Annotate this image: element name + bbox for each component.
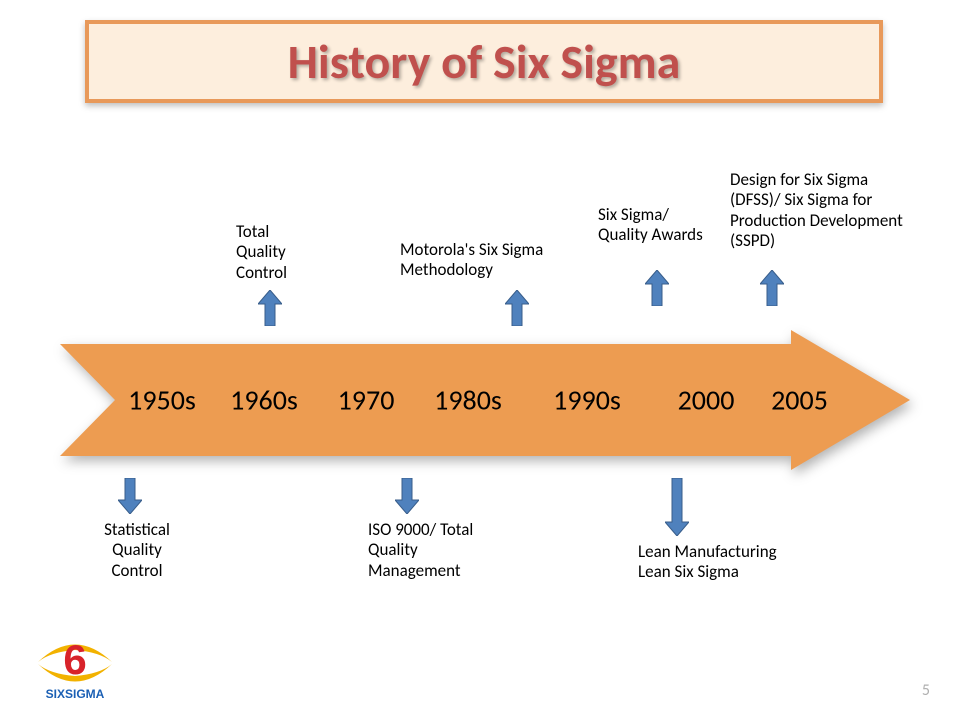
svg-text:6: 6 xyxy=(63,636,86,683)
motorola-label: Motorola's Six SigmaMethodology xyxy=(400,240,600,281)
arrow-svg xyxy=(60,330,910,470)
lean-label: Lean ManufacturingLean Six Sigma xyxy=(638,542,858,583)
title-box: History of Six Sigma xyxy=(85,20,883,103)
six-sigma-awards-arrow-icon xyxy=(645,270,669,306)
page-number: 5 xyxy=(922,681,930,700)
sixsigma-logo: 6 SIXSIGMA xyxy=(30,622,120,702)
iso-tqm-label: ISO 9000/ TotalQualityManagement xyxy=(368,520,538,581)
stat-qc-label: StatisticalQualityControl xyxy=(82,520,192,581)
iso-tqm-arrow-icon xyxy=(395,478,419,514)
svg-text:SIXSIGMA: SIXSIGMA xyxy=(46,687,105,701)
logo-svg: 6 SIXSIGMA xyxy=(30,622,120,702)
six-sigma-awards-label: Six Sigma/Quality Awards xyxy=(598,205,748,246)
dfss-label: Design for Six Sigma(DFSS)/ Six Sigma fo… xyxy=(730,170,950,252)
total-qc-arrow-icon xyxy=(258,290,282,326)
dfss-arrow-icon xyxy=(760,270,784,306)
lean-arrow-icon xyxy=(665,478,689,536)
total-qc-label: TotalQualityControl xyxy=(236,222,326,283)
stat-qc-arrow-icon xyxy=(118,478,142,514)
page-title: History of Six Sigma xyxy=(288,32,681,91)
motorola-arrow-icon xyxy=(505,290,529,326)
timeline-arrow xyxy=(60,330,910,470)
